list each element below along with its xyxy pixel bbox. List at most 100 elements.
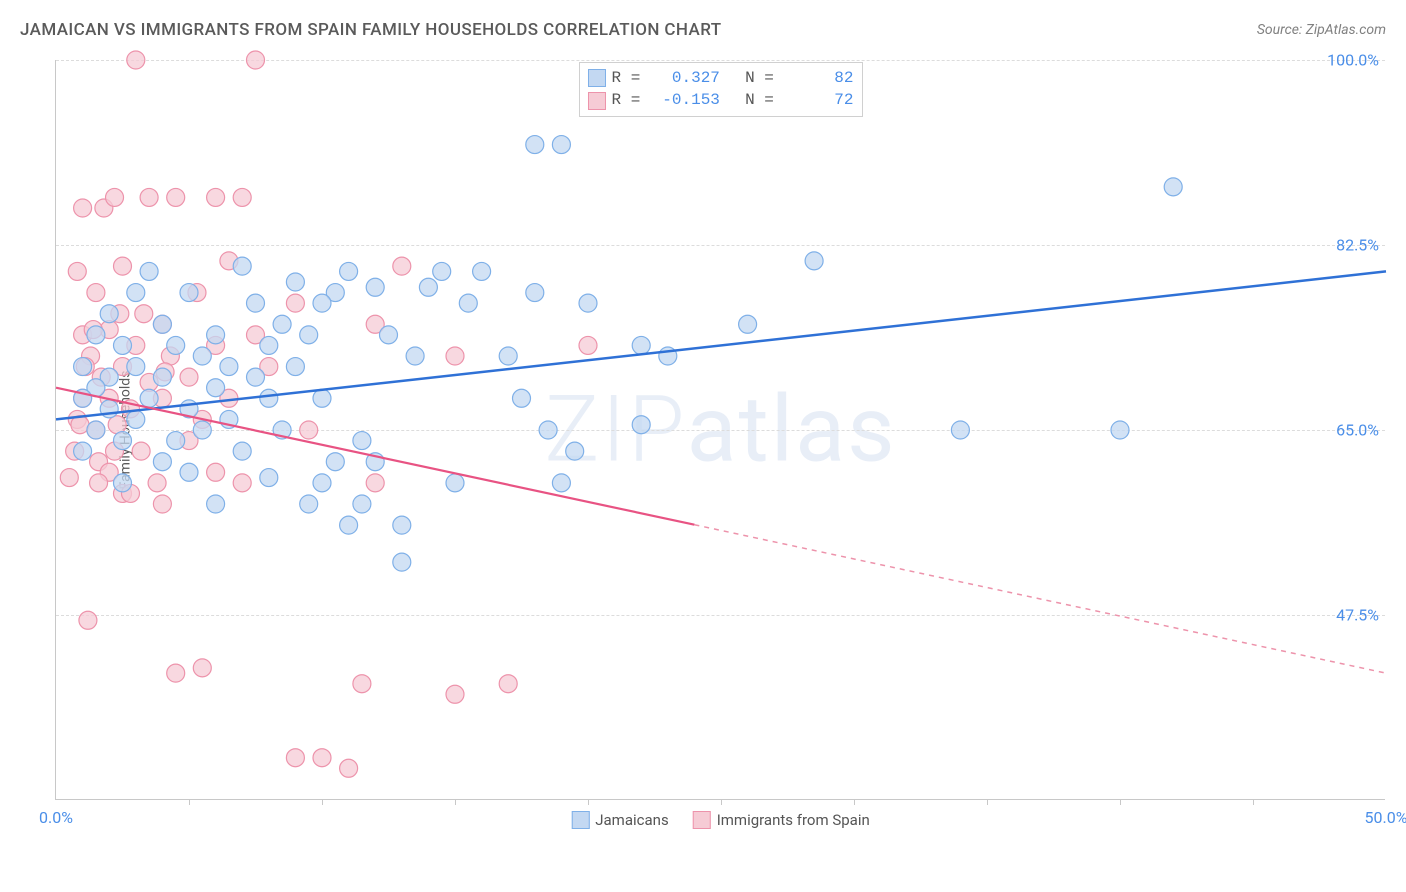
- legend-swatch: [693, 811, 711, 829]
- x-tick: [987, 799, 988, 805]
- scatter-point: [273, 315, 291, 333]
- scatter-point: [286, 273, 304, 291]
- x-tick-label: 50.0%: [1365, 808, 1406, 827]
- x-tick-label: 0.0%: [39, 808, 73, 827]
- legend-r-value: -0.153: [656, 89, 720, 111]
- x-tick: [455, 799, 456, 805]
- scatter-point: [207, 379, 225, 397]
- legend-item: Immigrants from Spain: [693, 811, 870, 829]
- scatter-point: [100, 305, 118, 323]
- x-tick: [1120, 799, 1121, 805]
- scatter-point: [539, 421, 557, 439]
- scatter-point: [79, 611, 97, 629]
- scatter-point: [153, 453, 171, 471]
- scatter-point: [74, 199, 92, 217]
- scatter-point: [153, 315, 171, 333]
- scatter-point: [140, 262, 158, 280]
- scatter-point: [153, 368, 171, 386]
- scatter-point: [108, 416, 126, 434]
- scatter-point: [499, 347, 517, 365]
- scatter-point: [260, 389, 278, 407]
- scatter-point: [552, 474, 570, 492]
- scatter-point: [286, 749, 304, 767]
- x-tick: [588, 799, 589, 805]
- scatter-point: [247, 51, 265, 69]
- scatter-point: [366, 474, 384, 492]
- scatter-point: [87, 326, 105, 344]
- scatter-point: [153, 495, 171, 513]
- scatter-point: [233, 188, 251, 206]
- scatter-point: [446, 347, 464, 365]
- scatter-point: [353, 432, 371, 450]
- scatter-point: [446, 474, 464, 492]
- scatter-point: [1164, 178, 1182, 196]
- scatter-svg: [56, 60, 1385, 799]
- source-label: Source: ZipAtlas.com: [1257, 22, 1386, 38]
- scatter-point: [260, 469, 278, 487]
- scatter-point: [68, 262, 86, 280]
- scatter-point: [286, 294, 304, 312]
- scatter-point: [366, 278, 384, 296]
- x-tick: [189, 799, 190, 805]
- legend-n-value: 72: [790, 89, 854, 111]
- scatter-point: [193, 421, 211, 439]
- scatter-point: [446, 685, 464, 703]
- scatter-point: [300, 495, 318, 513]
- legend-r-label: R =: [611, 89, 649, 111]
- scatter-point: [114, 474, 132, 492]
- scatter-point: [579, 294, 597, 312]
- scatter-point: [60, 469, 78, 487]
- scatter-point: [393, 516, 411, 534]
- scatter-point: [499, 675, 517, 693]
- scatter-point: [106, 188, 124, 206]
- scatter-point: [220, 358, 238, 376]
- scatter-point: [433, 262, 451, 280]
- scatter-point: [114, 432, 132, 450]
- legend-swatch: [587, 92, 605, 110]
- scatter-point: [207, 188, 225, 206]
- scatter-point: [87, 284, 105, 302]
- scatter-point: [233, 474, 251, 492]
- scatter-point: [127, 358, 145, 376]
- scatter-point: [313, 474, 331, 492]
- scatter-point: [180, 284, 198, 302]
- scatter-point: [380, 326, 398, 344]
- scatter-point: [247, 368, 265, 386]
- legend-label: Immigrants from Spain: [717, 811, 870, 829]
- scatter-point: [632, 336, 650, 354]
- chart-title: JAMAICAN VS IMMIGRANTS FROM SPAIN FAMILY…: [20, 20, 722, 40]
- legend-r-value: 0.327: [656, 67, 720, 89]
- scatter-point: [353, 675, 371, 693]
- correlation-legend: R = 0.327 N = 82R = -0.153 N = 72: [578, 62, 862, 117]
- scatter-point: [513, 389, 531, 407]
- scatter-point: [207, 326, 225, 344]
- scatter-point: [233, 257, 251, 275]
- scatter-point: [286, 358, 304, 376]
- scatter-point: [180, 463, 198, 481]
- scatter-point: [739, 315, 757, 333]
- scatter-point: [140, 188, 158, 206]
- scatter-point: [526, 284, 544, 302]
- scatter-point: [805, 252, 823, 270]
- plot-area: Family Households ZIPatlas 47.5%65.0%82.…: [55, 60, 1385, 800]
- scatter-point: [74, 358, 92, 376]
- x-tick: [322, 799, 323, 805]
- scatter-point: [207, 463, 225, 481]
- scatter-point: [313, 389, 331, 407]
- scatter-point: [127, 51, 145, 69]
- scatter-point: [406, 347, 424, 365]
- scatter-point: [340, 759, 358, 777]
- scatter-point: [167, 336, 185, 354]
- scatter-point: [313, 749, 331, 767]
- scatter-point: [526, 136, 544, 154]
- scatter-point: [140, 389, 158, 407]
- scatter-point: [114, 257, 132, 275]
- legend-n-label: N =: [726, 89, 784, 111]
- x-tick: [721, 799, 722, 805]
- legend-n-label: N =: [726, 67, 784, 89]
- x-tick: [854, 799, 855, 805]
- scatter-point: [326, 453, 344, 471]
- scatter-point: [132, 442, 150, 460]
- legend-row: R = -0.153 N = 72: [587, 89, 853, 111]
- trend-line: [56, 388, 694, 525]
